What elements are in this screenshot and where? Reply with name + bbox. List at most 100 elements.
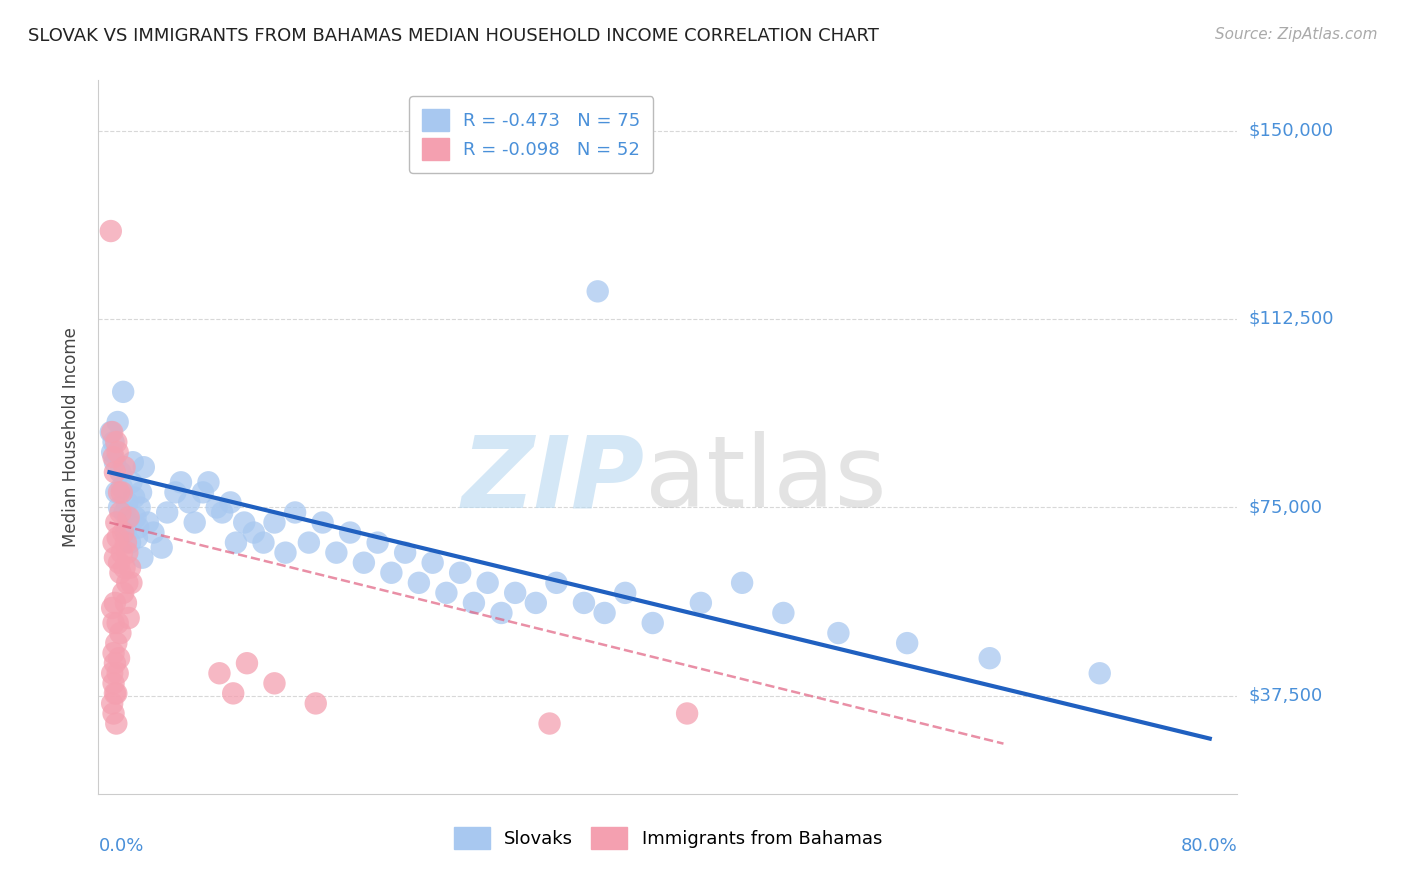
Point — [107, 615, 129, 630]
Point — [117, 546, 139, 560]
Point — [339, 525, 361, 540]
Point — [179, 495, 201, 509]
Point — [114, 506, 136, 520]
Point — [117, 495, 139, 509]
Text: atlas: atlas — [645, 432, 887, 528]
Point — [114, 460, 136, 475]
Point — [491, 606, 513, 620]
Point — [124, 510, 146, 524]
Point — [103, 435, 125, 450]
Point — [503, 586, 526, 600]
Point — [108, 500, 131, 515]
Text: $37,500: $37,500 — [1249, 687, 1323, 705]
Point — [325, 546, 347, 560]
Text: $112,500: $112,500 — [1249, 310, 1334, 328]
Point — [593, 606, 616, 620]
Point — [108, 485, 131, 500]
Point — [114, 560, 136, 574]
Point — [117, 575, 139, 590]
Point — [110, 626, 132, 640]
Point — [105, 485, 128, 500]
Point — [208, 666, 231, 681]
Point — [104, 550, 127, 565]
Point — [689, 596, 711, 610]
Y-axis label: Median Household Income: Median Household Income — [62, 327, 80, 547]
Point — [105, 636, 128, 650]
Point — [284, 506, 307, 520]
Point — [197, 475, 219, 490]
Text: $75,000: $75,000 — [1249, 499, 1323, 516]
Point — [979, 651, 1001, 665]
Point — [104, 596, 127, 610]
Point — [546, 575, 568, 590]
Point — [101, 445, 124, 459]
Point — [100, 224, 122, 238]
Point — [120, 535, 141, 549]
Point — [311, 516, 333, 530]
Point — [896, 636, 918, 650]
Point — [243, 525, 266, 540]
Point — [111, 485, 134, 500]
Point — [772, 606, 794, 620]
Point — [104, 455, 127, 469]
Point — [538, 716, 561, 731]
Point — [101, 425, 124, 439]
Point — [156, 506, 179, 520]
Point — [380, 566, 402, 580]
Point — [614, 586, 637, 600]
Point — [110, 465, 132, 479]
Point — [524, 596, 547, 610]
Point — [103, 676, 125, 690]
Point — [101, 666, 124, 681]
Point — [191, 485, 214, 500]
Point — [127, 520, 149, 534]
Point — [449, 566, 471, 580]
Point — [225, 535, 247, 549]
Text: $150,000: $150,000 — [1249, 121, 1333, 139]
Point — [104, 465, 127, 479]
Text: ZIP: ZIP — [463, 432, 645, 528]
Point — [572, 596, 595, 610]
Point — [107, 531, 129, 545]
Point — [105, 435, 128, 450]
Point — [118, 516, 141, 530]
Point — [103, 615, 125, 630]
Point — [107, 445, 129, 459]
Point — [122, 491, 145, 505]
Point — [236, 657, 259, 671]
Point — [104, 657, 127, 671]
Point — [121, 455, 143, 469]
Point — [101, 601, 124, 615]
Point — [222, 686, 245, 700]
Text: 80.0%: 80.0% — [1181, 837, 1237, 855]
Point — [263, 676, 285, 690]
Point — [115, 535, 138, 549]
Point — [103, 450, 125, 465]
Point — [132, 460, 155, 475]
Point — [305, 697, 328, 711]
Point — [105, 516, 128, 530]
Point — [115, 525, 138, 540]
Point — [211, 506, 233, 520]
Point — [676, 706, 699, 721]
Legend: Slovaks, Immigrants from Bahamas: Slovaks, Immigrants from Bahamas — [446, 820, 890, 856]
Point — [422, 556, 444, 570]
Point — [219, 495, 242, 509]
Point — [477, 575, 499, 590]
Point — [128, 500, 150, 515]
Point — [111, 480, 134, 494]
Point — [105, 686, 128, 700]
Point — [165, 485, 187, 500]
Point — [112, 525, 135, 540]
Point — [367, 535, 389, 549]
Point — [170, 475, 193, 490]
Point — [103, 646, 125, 660]
Point — [120, 475, 142, 490]
Point — [110, 506, 132, 520]
Point — [1088, 666, 1111, 681]
Point — [436, 586, 458, 600]
Point — [101, 697, 124, 711]
Point — [118, 611, 141, 625]
Point — [105, 716, 128, 731]
Point — [394, 546, 416, 560]
